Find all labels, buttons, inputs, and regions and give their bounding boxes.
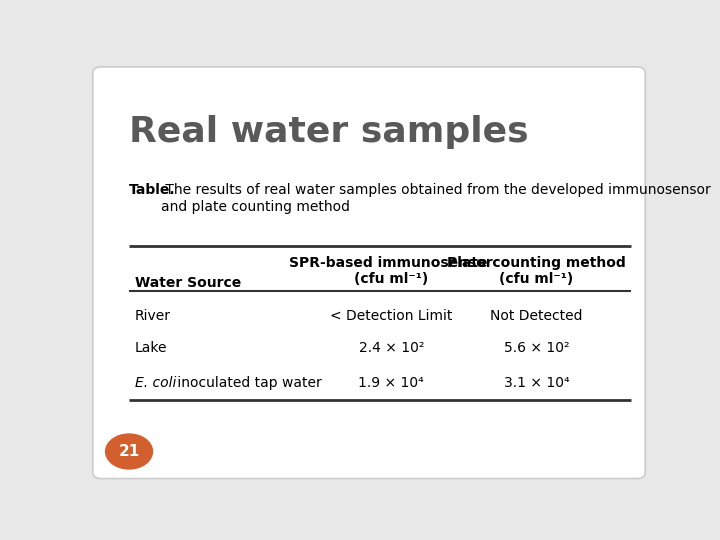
Text: E. coli: E. coli bbox=[135, 376, 176, 390]
Text: SPR-based immunosensor
(cfu ml⁻¹): SPR-based immunosensor (cfu ml⁻¹) bbox=[289, 255, 493, 286]
Text: Plate counting method
(cfu ml⁻¹): Plate counting method (cfu ml⁻¹) bbox=[447, 255, 626, 286]
Text: < Detection Limit: < Detection Limit bbox=[330, 309, 452, 323]
Text: Real water samples: Real water samples bbox=[129, 114, 528, 148]
Text: Table.: Table. bbox=[129, 183, 176, 197]
Text: Not Detected: Not Detected bbox=[490, 309, 582, 323]
Text: 3.1 × 10⁴: 3.1 × 10⁴ bbox=[503, 376, 570, 390]
Text: 21: 21 bbox=[118, 444, 140, 459]
Text: The results of real water samples obtained from the developed immunosensor
and p: The results of real water samples obtain… bbox=[161, 183, 711, 213]
Text: 1.9 × 10⁴: 1.9 × 10⁴ bbox=[359, 376, 424, 390]
Text: Water Source: Water Source bbox=[135, 276, 241, 290]
FancyBboxPatch shape bbox=[93, 67, 645, 478]
Text: 5.6 × 10²: 5.6 × 10² bbox=[504, 341, 569, 355]
Circle shape bbox=[106, 434, 153, 469]
Text: Lake: Lake bbox=[135, 341, 167, 355]
Text: River: River bbox=[135, 309, 171, 323]
Text: inoculated tap water: inoculated tap water bbox=[173, 376, 321, 390]
Text: 2.4 × 10²: 2.4 × 10² bbox=[359, 341, 424, 355]
